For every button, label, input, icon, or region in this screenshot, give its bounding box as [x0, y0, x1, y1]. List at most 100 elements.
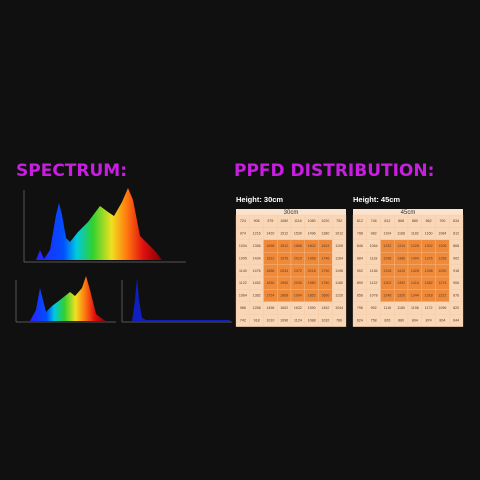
cell-value: 1064 [239, 294, 247, 298]
cell-value: 1044 [335, 306, 343, 310]
cell-value: 1206 [438, 244, 446, 248]
cell-value: 1318 [425, 294, 433, 298]
cell-value: 1124 [294, 318, 302, 322]
spectrum-main [23, 188, 186, 263]
cell-value: 1064 [370, 244, 378, 248]
cell-value: 1196 [411, 306, 419, 310]
cell-value: 1080 [308, 219, 316, 223]
table-header: 45cm [401, 210, 416, 216]
cell-value: 918 [254, 318, 260, 322]
cell-value: 906 [254, 219, 260, 223]
cell-value: 1812 [266, 256, 274, 260]
cell-value: 742 [240, 318, 246, 322]
cell-value: 1512 [280, 232, 288, 236]
cell-value: 1116 [384, 306, 391, 310]
cell-value: 1410 [411, 281, 419, 285]
cell-value: 1198 [335, 269, 343, 273]
cell-value: 1976 [280, 256, 288, 260]
cell-value: 902 [357, 269, 363, 273]
cell-value: 788 [357, 232, 363, 236]
cell-value: 868 [398, 219, 404, 223]
cell-value: 1386 [397, 256, 405, 260]
cell-value: 2034 [280, 269, 288, 273]
cell-value: 634 [453, 219, 459, 223]
cell-value: 2010 [294, 256, 302, 260]
cell-value: 1080 [280, 219, 288, 223]
cell-value: 1724 [266, 294, 274, 298]
cell-value: 2036 [294, 281, 302, 285]
cell-value: 612 [357, 219, 363, 223]
cell-value: 992 [371, 306, 377, 310]
cell-value: 902 [453, 256, 459, 260]
cell-value: 1302 [383, 281, 391, 285]
cell-value: 812 [453, 232, 459, 236]
cell-value: 1116 [294, 219, 301, 223]
cell-value: 1032 [321, 318, 329, 322]
cell-value: 1990 [280, 281, 288, 285]
cell-value: 1328 [411, 244, 419, 248]
cell-value: 1136 [370, 269, 378, 273]
cell-value: 1160 [425, 232, 433, 236]
cell-value: 1164 [335, 256, 343, 260]
cell-value: 1180 [397, 306, 405, 310]
cell-value: 884 [357, 256, 363, 260]
cell-value: 1096 [280, 318, 288, 322]
cell-value: 1476 [253, 269, 261, 273]
cell-value: 1958 [308, 256, 316, 260]
cell-value: 918 [453, 269, 459, 273]
cell-value: 890 [357, 281, 363, 285]
cell-value: 1632 [294, 306, 302, 310]
cell-value: 1404 [411, 256, 419, 260]
cell-value: 1852 [308, 294, 316, 298]
cell-value: 1122 [370, 281, 378, 285]
cell-value: 876 [453, 294, 459, 298]
cell-value: 1302 [425, 244, 433, 248]
cell-value: 790 [439, 219, 445, 223]
spectrum-heading: SPECTRUM: [16, 161, 127, 181]
cell-bg [332, 314, 347, 327]
cell-value: 1698 [266, 244, 274, 248]
cell-value: 1398 [425, 269, 433, 273]
cell-value: 766 [336, 318, 342, 322]
cell-value: 1126 [335, 294, 343, 298]
cell-value: 758 [371, 318, 377, 322]
cell-value: 812 [384, 219, 390, 223]
cell-value: 2018 [308, 269, 316, 273]
cell-value: 1452 [253, 281, 261, 285]
cell-value: 1428 [411, 269, 419, 273]
cell-value: 1020 [321, 219, 329, 223]
cell-value: 1590 [308, 306, 316, 310]
cell-value: 796 [357, 306, 363, 310]
cell-value: 1290 [438, 269, 446, 273]
cell-value: 1790 [321, 269, 329, 273]
cell-value: 1380 [321, 232, 329, 236]
cell-value: 752 [336, 219, 342, 223]
cell-value: 1118 [370, 256, 377, 260]
cell-value: 1096 [438, 306, 446, 310]
cell-value: 1122 [239, 281, 247, 285]
cell-value: 1222 [438, 294, 446, 298]
cell-value: 644 [453, 318, 459, 322]
cell-value: 1376 [425, 256, 433, 260]
cell-value: 894 [412, 318, 418, 322]
cell-bg [449, 314, 464, 327]
cell-value: 1382 [425, 281, 433, 285]
cell-value: 1258 [253, 306, 261, 310]
cell-value: 1904 [294, 294, 302, 298]
cell-value: 1382 [253, 294, 261, 298]
cell-value: 1078 [370, 294, 378, 298]
cell-value: 1602 [280, 306, 288, 310]
cell-value: 1496 [266, 306, 274, 310]
cell-value: 1010 [266, 318, 274, 322]
cell-value: 1802 [308, 244, 316, 248]
cell-value: 858 [357, 294, 363, 298]
cell-value: 1624 [321, 244, 329, 248]
cell-value: 868 [453, 244, 459, 248]
cell-value: 880 [412, 219, 418, 223]
cell-value: 1392 [397, 281, 405, 285]
cell-value: 746 [371, 219, 377, 223]
cell-value: 906 [453, 281, 459, 285]
cell-value: 1109 [335, 244, 343, 248]
